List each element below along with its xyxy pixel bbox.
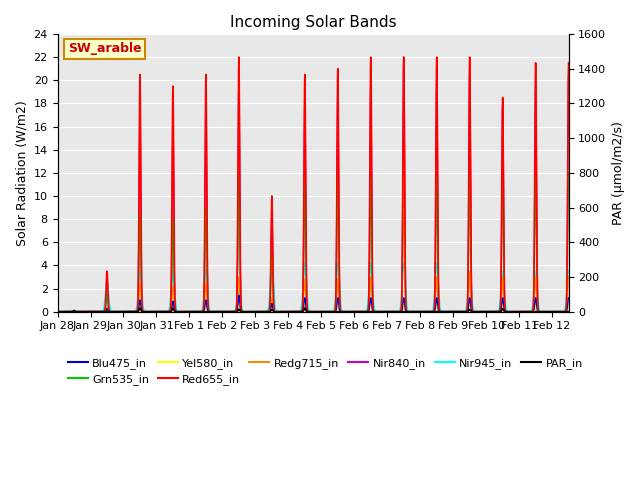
Blu475_in xyxy=(340,309,348,314)
Grn535_in xyxy=(472,309,480,314)
Blu475_in xyxy=(413,309,420,314)
Redg715_in xyxy=(561,309,568,314)
PAR_in xyxy=(564,309,572,314)
Redg715_in xyxy=(409,309,417,314)
PAR_in xyxy=(301,305,308,311)
Yel580_in xyxy=(561,309,568,314)
PAR_in xyxy=(413,309,420,314)
Redg715_in xyxy=(340,309,348,314)
Yel580_in xyxy=(464,309,472,314)
Redg715_in xyxy=(564,274,572,280)
Red655_in xyxy=(413,309,420,314)
Nir945_in xyxy=(340,309,348,314)
Nir945_in xyxy=(413,309,420,314)
Nir945_in xyxy=(409,309,417,314)
PAR_in xyxy=(102,309,109,314)
Redg715_in xyxy=(464,307,472,313)
Grn535_in xyxy=(235,170,243,176)
Line: Yel580_in: Yel580_in xyxy=(58,305,568,312)
Redg715_in xyxy=(472,309,480,314)
Yel580_in xyxy=(340,309,348,314)
Nir840_in xyxy=(561,309,568,314)
PAR_in xyxy=(409,309,417,314)
Nir840_in xyxy=(564,72,572,77)
Line: PAR_in: PAR_in xyxy=(58,308,568,312)
Grn535_in xyxy=(54,309,61,314)
Blu475_in xyxy=(564,295,572,300)
Nir840_in xyxy=(413,309,420,314)
Nir840_in xyxy=(54,309,61,314)
PAR_in xyxy=(472,309,480,314)
Legend: Blu475_in, Grn535_in, Yel580_in, Red655_in, Redg715_in, Nir840_in, Nir945_in, PA: Blu475_in, Grn535_in, Yel580_in, Red655_… xyxy=(63,353,588,389)
Redg715_in xyxy=(54,309,61,314)
Yel580_in xyxy=(564,302,572,308)
Red655_in xyxy=(464,298,472,303)
Yel580_in xyxy=(413,309,420,314)
Nir945_in xyxy=(54,309,61,314)
Nir840_in xyxy=(409,309,417,314)
Line: Red655_in: Red655_in xyxy=(58,57,568,312)
Line: Nir945_in: Nir945_in xyxy=(58,263,568,312)
Nir945_in xyxy=(464,293,472,299)
Nir840_in xyxy=(340,309,348,314)
Blu475_in xyxy=(54,309,61,314)
Blu475_in xyxy=(409,309,417,314)
Nir945_in xyxy=(564,268,572,274)
Y-axis label: Solar Radiation (W/m2): Solar Radiation (W/m2) xyxy=(15,100,28,246)
Blu475_in xyxy=(561,309,568,314)
PAR_in xyxy=(340,309,348,314)
Nir945_in xyxy=(561,308,568,314)
Red655_in xyxy=(54,309,61,314)
Nir840_in xyxy=(464,298,472,304)
Yel580_in xyxy=(235,302,243,308)
PAR_in xyxy=(464,309,472,314)
Red655_in xyxy=(235,54,243,60)
Nir840_in xyxy=(472,309,480,314)
Line: Grn535_in: Grn535_in xyxy=(58,173,568,312)
Blu475_in xyxy=(464,308,472,314)
Blu475_in xyxy=(235,293,243,299)
Red655_in xyxy=(472,309,480,314)
Grn535_in xyxy=(561,309,568,314)
Text: SW_arable: SW_arable xyxy=(68,42,141,55)
Nir945_in xyxy=(472,309,480,314)
Line: Redg715_in: Redg715_in xyxy=(58,144,568,312)
Grn535_in xyxy=(409,309,417,314)
Grn535_in xyxy=(564,170,572,176)
Title: Incoming Solar Bands: Incoming Solar Bands xyxy=(230,15,396,30)
Grn535_in xyxy=(464,303,472,309)
Blu475_in xyxy=(472,309,480,314)
Redg715_in xyxy=(413,309,420,314)
PAR_in xyxy=(54,309,61,314)
Red655_in xyxy=(564,60,572,66)
Nir840_in xyxy=(400,54,408,60)
Red655_in xyxy=(340,309,348,314)
Grn535_in xyxy=(413,309,420,314)
Y-axis label: PAR (μmol/m2/s): PAR (μmol/m2/s) xyxy=(612,121,625,225)
Yel580_in xyxy=(472,309,480,314)
Nir945_in xyxy=(301,260,308,266)
Red655_in xyxy=(409,309,417,314)
Yel580_in xyxy=(54,309,61,314)
Grn535_in xyxy=(340,309,348,314)
Redg715_in xyxy=(400,141,408,147)
Line: Blu475_in: Blu475_in xyxy=(58,296,568,312)
PAR_in xyxy=(561,309,568,314)
Yel580_in xyxy=(409,309,417,314)
Red655_in xyxy=(561,309,568,314)
Line: Nir840_in: Nir840_in xyxy=(58,57,568,312)
